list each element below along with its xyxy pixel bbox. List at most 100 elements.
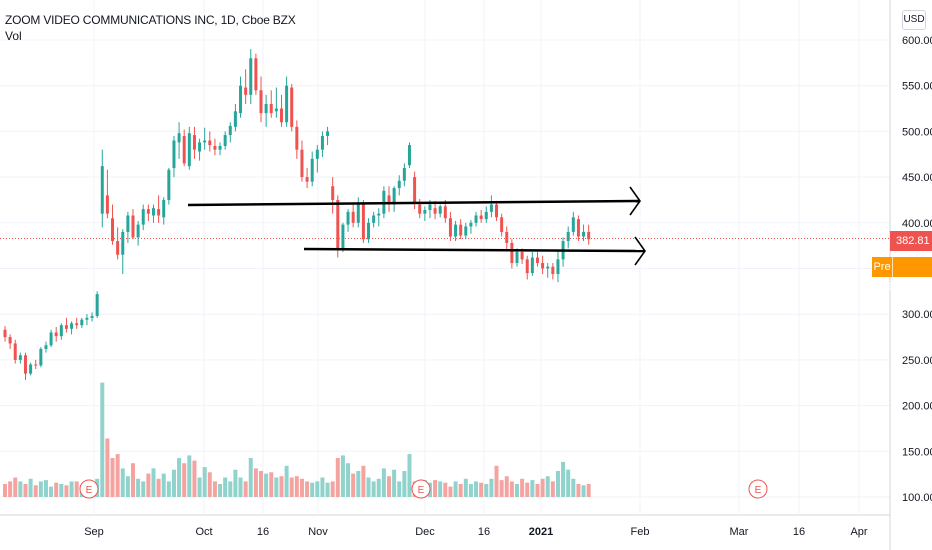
volume-bar	[115, 454, 120, 497]
volume-bar	[550, 481, 555, 497]
candle-body	[182, 135, 186, 164]
volume-bar	[59, 484, 64, 497]
candle-body	[525, 259, 529, 274]
price-tick-label: 600.00	[902, 35, 932, 47]
candle-body	[489, 204, 493, 212]
grid-lines	[0, 0, 890, 516]
candle-body	[23, 355, 27, 374]
volume-bar	[238, 477, 243, 497]
candle-body	[141, 209, 145, 225]
earnings-marker	[748, 479, 768, 499]
candle-body	[372, 215, 376, 223]
volume-bar	[161, 473, 166, 497]
volume-bar	[182, 463, 187, 497]
candlesticks	[3, 49, 591, 381]
volume-bar	[356, 471, 361, 497]
candle-body	[29, 364, 33, 374]
price-axis[interactable]: 600.00550.00500.00450.00400.00350.00300.…	[889, 0, 932, 550]
candle-body	[510, 242, 514, 264]
volume-bar	[105, 438, 110, 497]
volume-bar	[540, 478, 545, 497]
candle-body	[192, 135, 196, 150]
time-tick-label: Nov	[308, 526, 328, 538]
volume-bar	[197, 477, 202, 497]
candle-body	[136, 224, 140, 238]
time-axis[interactable]: Sep Oct 16 Nov Dec 16 2021 Feb Mar 16 Apr	[84, 526, 868, 538]
volume-bar	[228, 481, 233, 497]
candle-body	[80, 319, 84, 326]
volume-bar	[146, 473, 151, 497]
volume-bar	[100, 382, 105, 497]
candle-body	[177, 133, 181, 143]
candle-body	[274, 108, 278, 112]
candle-body	[479, 215, 483, 220]
volume-bar	[458, 484, 463, 497]
candle-body	[495, 204, 499, 218]
earnings-marker	[411, 479, 431, 499]
candle-body	[218, 146, 222, 150]
price-tick-label: 450.00	[902, 172, 932, 184]
candle-body	[571, 217, 575, 232]
candle-body	[448, 218, 452, 237]
premarket-badge: Pre 379.00	[872, 257, 932, 293]
indicator-label[interactable]: Vol	[5, 29, 22, 43]
candle-body	[346, 211, 350, 225]
candle-body	[75, 323, 79, 326]
volume-bar	[64, 485, 69, 497]
price-tick-label: 500.00	[902, 126, 932, 138]
volume-bar	[13, 477, 18, 497]
candle-body	[279, 108, 283, 123]
time-tick-label: Apr	[850, 526, 867, 538]
candle-body	[387, 195, 391, 205]
candle-body	[44, 345, 48, 349]
candle-body	[576, 219, 580, 237]
volume-bar	[299, 478, 304, 497]
volume-bar	[156, 478, 161, 497]
candle-body	[203, 140, 207, 143]
candle-body	[187, 133, 191, 167]
candle-body	[100, 166, 104, 214]
volume-bar	[474, 481, 479, 497]
symbol-title[interactable]: ZOOM VIDEO COMMUNICATIONS INC, 1D, Cboe …	[5, 13, 296, 27]
trend-lines[interactable]	[187, 186, 646, 266]
chart-legend: ZOOM VIDEO COMMUNICATIONS INC, 1D, Cboe …	[5, 12, 296, 44]
volume-bar	[192, 460, 197, 497]
volume-bar	[38, 481, 43, 497]
candle-body	[233, 111, 237, 127]
volume-bar	[310, 482, 315, 497]
currency-button[interactable]: USD	[902, 10, 926, 30]
candle-body	[474, 215, 478, 223]
candle-body	[326, 131, 330, 136]
candle-body	[290, 87, 294, 127]
volume-bar	[397, 481, 402, 497]
volume-bar	[515, 484, 519, 497]
candle-body	[464, 226, 468, 236]
trend-line	[303, 247, 646, 253]
candle-body	[146, 209, 150, 214]
candle-body	[239, 85, 243, 114]
volume-bar	[448, 486, 453, 497]
volume-bar	[125, 476, 130, 497]
volume-bar	[74, 481, 79, 497]
candle-body	[356, 202, 360, 223]
volume-bar	[366, 477, 371, 497]
candle-body	[331, 186, 335, 200]
volume-bar	[335, 458, 340, 497]
time-tick-label: 16	[257, 526, 269, 538]
trend-line-arrowhead	[629, 186, 641, 216]
time-tick-label: Feb	[631, 526, 650, 538]
volume-bar	[535, 484, 540, 497]
volume-bar	[187, 455, 192, 497]
volume-bar	[433, 480, 438, 497]
volume-bar	[530, 480, 535, 497]
earnings-marker-label: E	[418, 485, 425, 496]
volume-bar	[571, 478, 576, 497]
candle-body	[116, 241, 120, 255]
candle-body	[459, 224, 463, 236]
candle-body	[402, 167, 406, 181]
volume-bar	[484, 484, 489, 497]
time-tick-label: Oct	[195, 526, 212, 538]
volume-bar	[525, 482, 530, 497]
